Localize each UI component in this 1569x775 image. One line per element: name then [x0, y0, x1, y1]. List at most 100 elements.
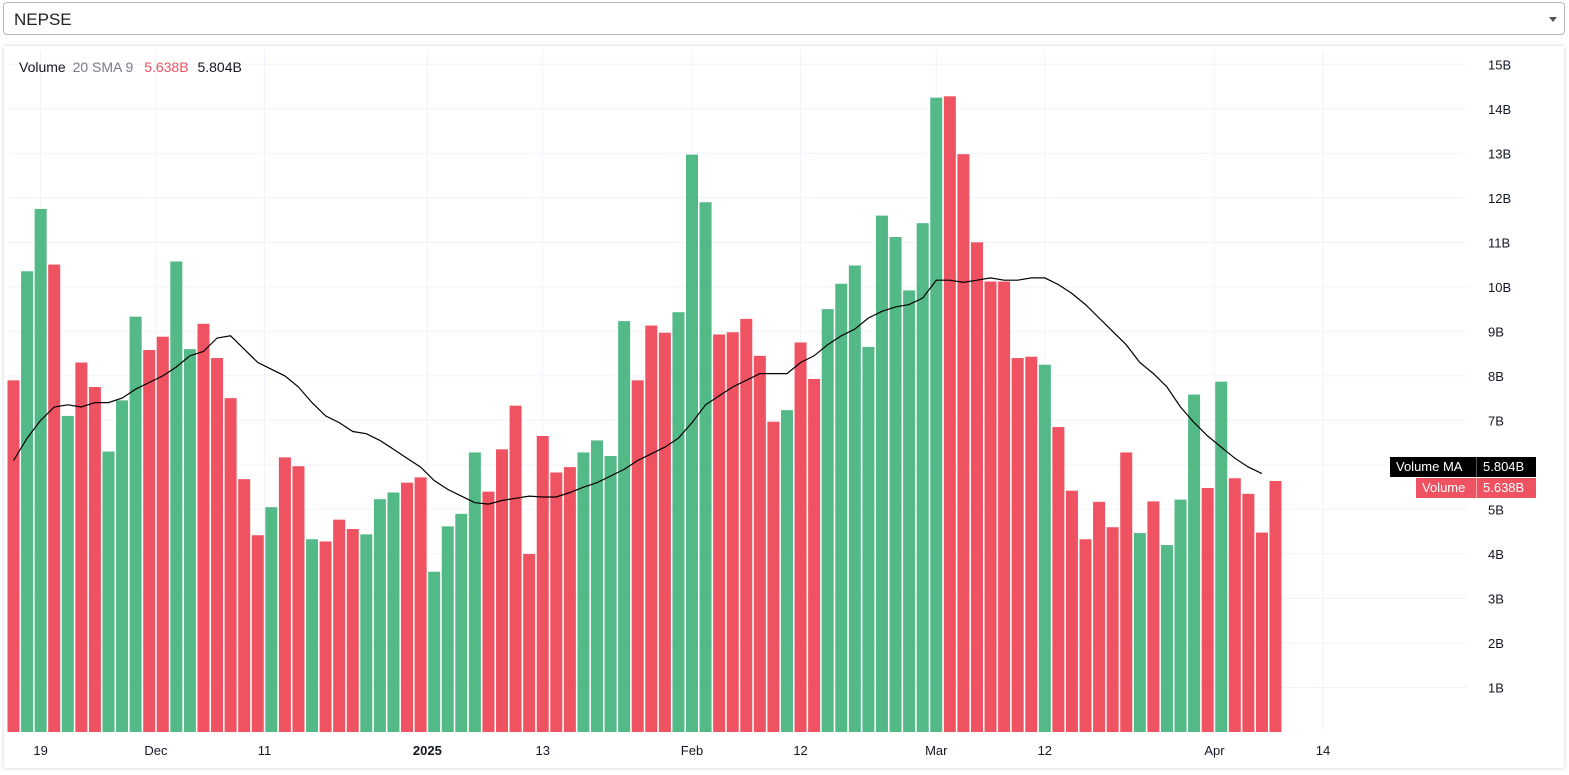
y-tick-label: 8B: [1488, 369, 1504, 384]
volume-bar: [1052, 427, 1065, 732]
volume-bar: [143, 350, 156, 732]
volume-bar: [1011, 358, 1024, 732]
symbol-selector[interactable]: NEPSE: [3, 2, 1565, 35]
volume-bar: [1093, 501, 1106, 732]
volume-bar: [523, 553, 536, 732]
volume-bar: [156, 336, 169, 732]
volume-bar: [1174, 499, 1187, 732]
volume-bar: [170, 261, 183, 732]
volume-bars: [7, 96, 1282, 733]
volume-bar: [686, 154, 698, 733]
volume-bar: [550, 472, 563, 732]
volume-bar: [129, 316, 142, 732]
volume-bar: [984, 281, 997, 732]
volume-bar: [278, 457, 291, 732]
volume-bar: [34, 208, 47, 732]
volume-bar: [1269, 481, 1282, 732]
volume-bar: [224, 398, 237, 732]
volume-bar: [21, 271, 34, 732]
volume-bar: [1242, 493, 1255, 732]
volume-bar: [346, 529, 359, 732]
chevron-down-icon[interactable]: [1549, 17, 1557, 22]
volume-bar: [536, 435, 549, 732]
y-tick-label: 10B: [1488, 280, 1511, 295]
y-tick-label: 3B: [1488, 591, 1504, 606]
volume-bar: [1065, 490, 1078, 732]
volume-bar: [1228, 478, 1241, 732]
y-tick-label: 13B: [1488, 146, 1511, 161]
volume-bar: [1255, 532, 1268, 732]
volume-price-tag-label: Volume: [1416, 478, 1476, 498]
volume-bar: [387, 492, 400, 732]
volume-bar: [998, 281, 1011, 732]
volume-bar: [496, 449, 509, 732]
symbol-selector-value: NEPSE: [14, 10, 72, 29]
volume-bar: [591, 440, 604, 732]
x-tick-label: 19: [33, 743, 47, 758]
volume-bar: [441, 526, 454, 732]
volume-bar: [563, 467, 576, 732]
x-tick-label: 12: [1038, 743, 1052, 758]
volume-bar: [645, 325, 658, 732]
volume-bar: [808, 378, 821, 732]
volume-bar: [916, 223, 929, 732]
volume-bar: [1025, 356, 1038, 732]
volume-bar: [360, 534, 373, 732]
volume-bar: [930, 97, 943, 733]
volume-bar: [1160, 545, 1173, 732]
ma-line-layer: [12, 277, 1263, 505]
y-axis: 1B2B3B4B5B6B7B8B9B10B11B12B13B14B15B: [1488, 57, 1511, 695]
volume-bar: [794, 342, 807, 732]
volume-bar: [48, 264, 61, 732]
volume-bar: [862, 346, 875, 732]
volume-bar: [455, 513, 468, 732]
x-tick-label: 2025: [413, 743, 442, 758]
volume-bar: [1215, 381, 1228, 732]
x-tick-label: 13: [535, 743, 549, 758]
volume-bar: [1079, 539, 1092, 732]
volume-bar: [102, 451, 115, 732]
volume-bar: [292, 466, 305, 732]
volume-bar: [740, 318, 753, 732]
volume-bar: [903, 290, 916, 732]
volume-bar: [333, 519, 346, 732]
volume-bar: [1133, 533, 1146, 732]
volume-bar: [251, 535, 264, 732]
volume-bar: [116, 400, 129, 732]
y-tick-label: 12B: [1488, 191, 1511, 206]
volume-bar: [713, 334, 726, 732]
volume-bar: [197, 323, 210, 732]
volume-bar: [753, 355, 766, 732]
volume-bar: [183, 349, 196, 732]
volume-bar: [306, 539, 319, 732]
x-tick-label: 12: [793, 743, 807, 758]
x-tick-label: Apr: [1204, 743, 1225, 758]
volume-bar: [1188, 394, 1201, 732]
volume-bar: [75, 362, 88, 732]
ma-price-tag-value: 5.804B: [1476, 457, 1536, 477]
volume-bar: [7, 380, 20, 732]
volume-bar: [211, 358, 224, 732]
volume-bar: [631, 380, 644, 732]
volume-bar: [618, 321, 631, 732]
y-tick-label: 11B: [1488, 235, 1510, 250]
volume-bar: [482, 491, 495, 732]
volume-bar: [1038, 364, 1051, 732]
volume-bar: [943, 96, 956, 732]
chart-legend: Volume 20 SMA 9 5.638B 5.804B: [19, 59, 245, 75]
y-tick-label: 4B: [1488, 547, 1504, 562]
volume-bar: [428, 571, 441, 732]
volume-bar: [1106, 527, 1119, 732]
x-axis: 19 Dec 11 2025 13 Feb 12 Mar 12 Apr 14: [33, 743, 1330, 758]
volume-bar: [835, 283, 848, 732]
y-tick-label: 15B: [1488, 57, 1511, 72]
volume-bar: [726, 332, 739, 732]
x-tick-label: Feb: [681, 743, 703, 758]
volume-price-tag-value: 5.638B: [1476, 478, 1536, 498]
volume-bar: [61, 415, 74, 732]
volume-bar: [1201, 488, 1214, 732]
y-tick-label: 5B: [1488, 502, 1504, 517]
volume-bar: [957, 154, 970, 732]
volume-bar: [1120, 452, 1133, 732]
